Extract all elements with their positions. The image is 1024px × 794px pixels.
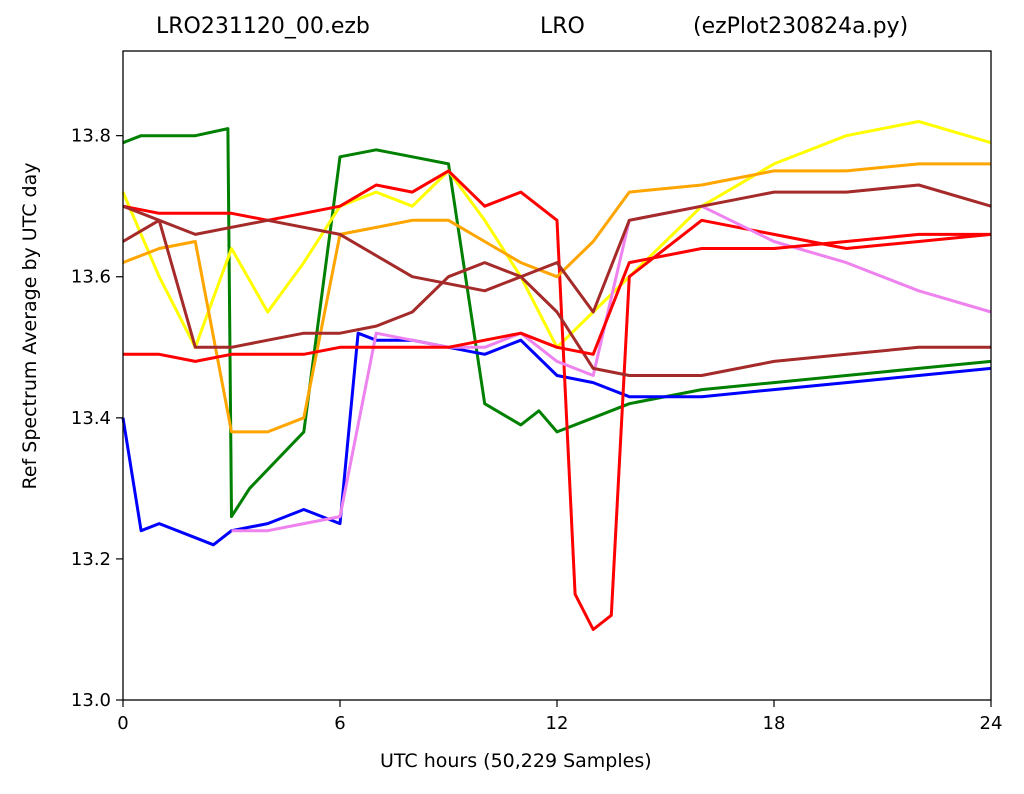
title-file-name: LRO231120_00.ezb [156, 14, 370, 39]
series-line-9 [122, 183, 992, 314]
y-tick-label: 13.2 [71, 549, 111, 570]
series-layer [121, 120, 992, 631]
y-tick-label: 13.6 [71, 267, 111, 288]
y-axis-ticks: 13.0 13.2 13.4 13.6 13.8 [71, 126, 123, 711]
series-line-6 [122, 162, 991, 434]
series-line-5 [231, 204, 992, 533]
x-tick-label: 24 [980, 713, 1003, 734]
series-line-4 [122, 169, 992, 631]
x-tick-label: 18 [763, 713, 786, 734]
title-script-name: (ezPlot230824a.py) [693, 14, 909, 39]
series-line-7 [122, 218, 991, 377]
x-tick-label: 12 [546, 713, 569, 734]
x-axis-label: UTC hours (50,229 Samples) [380, 750, 652, 772]
x-tick-label: 6 [334, 713, 345, 734]
series-line-2 [121, 331, 992, 547]
y-axis-label: Ref Spectrum Average by UTC day [19, 162, 41, 490]
x-tick-label: 0 [117, 713, 128, 734]
y-tick-label: 13.8 [71, 126, 111, 147]
title-station: LRO [540, 14, 585, 39]
series-line-8 [123, 232, 991, 363]
series-line-3 [121, 120, 992, 349]
y-tick-label: 13.0 [71, 690, 111, 711]
x-axis-ticks: 0 6 12 18 24 [117, 700, 1002, 734]
y-tick-label: 13.4 [71, 408, 111, 429]
series-line-1 [122, 127, 992, 519]
